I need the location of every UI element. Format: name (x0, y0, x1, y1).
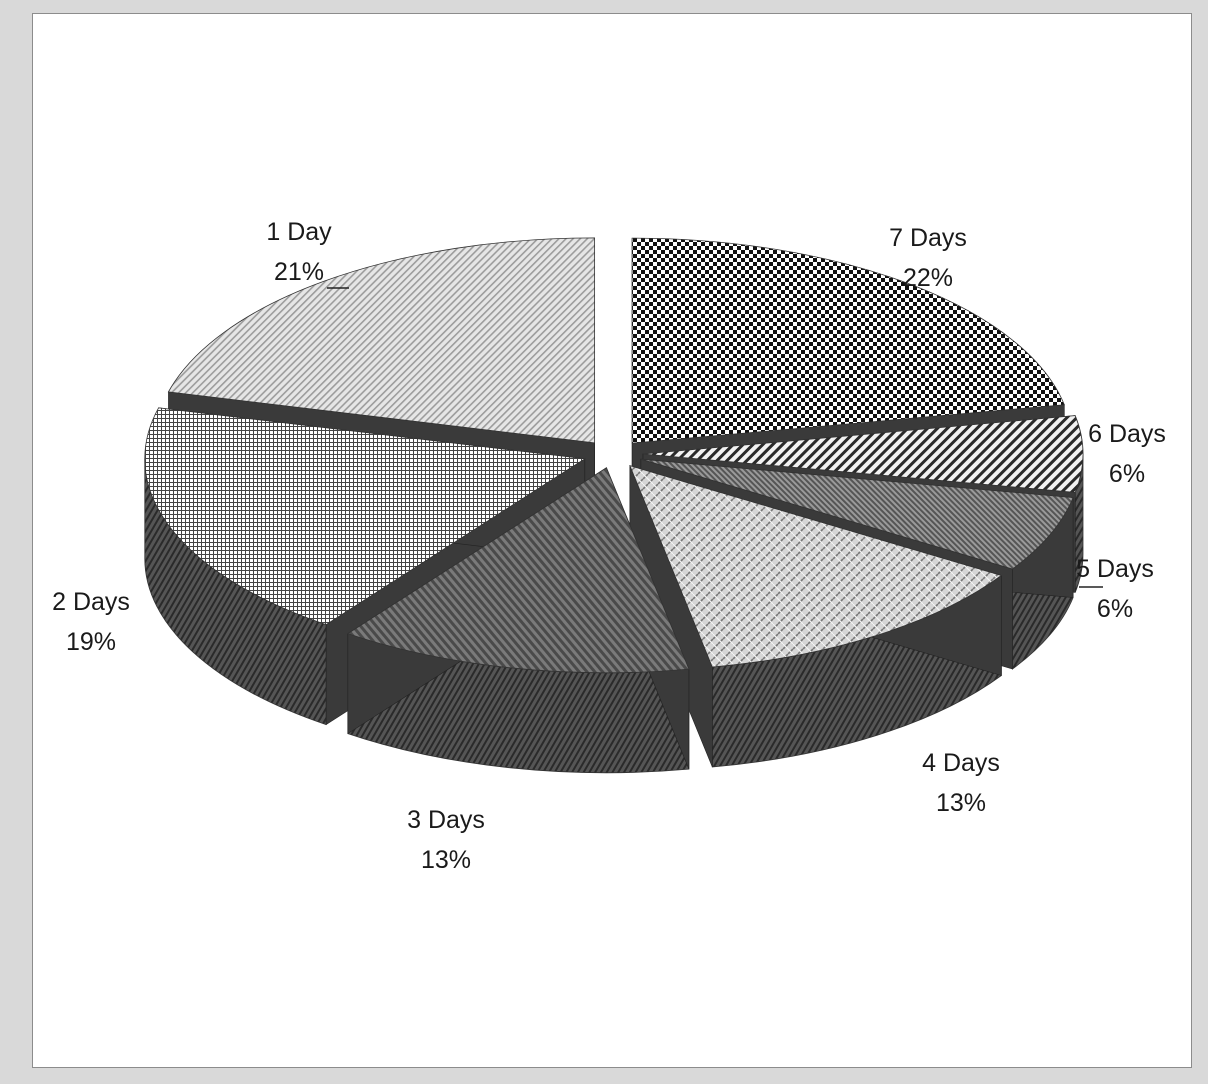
pie-slice-4-days (629, 465, 1003, 768)
slice-percent: 19% (66, 628, 116, 656)
slice-top-1 (642, 415, 1084, 493)
chart-frame: 7 Days 22% 6 Days 6% 5 Days 6% 4 Days 13% 3 Days… (32, 13, 1192, 1068)
slice-label: 3 Days (407, 806, 485, 834)
slice-top-5 (144, 407, 586, 626)
slice-top-4 (346, 467, 690, 674)
slice-top-6 (167, 237, 596, 444)
slice-label: 6 Days (1088, 420, 1166, 448)
slice-label: 4 Days (922, 749, 1000, 777)
slice-label: 1 Day (266, 218, 332, 246)
slice-label: 5 Days (1076, 555, 1154, 583)
slice-percent: 13% (421, 846, 471, 874)
pie-slice-3-days (346, 467, 690, 774)
slice-label: 2 Days (52, 588, 130, 616)
slices-layer (144, 237, 1084, 774)
slice-percent: 21% (274, 258, 324, 286)
slice-percent: 6% (1097, 595, 1133, 623)
slice-label: 7 Days (889, 224, 967, 252)
leader-lines (327, 287, 1103, 588)
slice-percent: 6% (1109, 460, 1145, 488)
slice-top-0 (631, 237, 1065, 444)
pie-chart: 7 Days 22% 6 Days 6% 5 Days 6% 4 Days 13% 3 Days… (52, 218, 1166, 874)
slice-labels: 7 Days 22% 6 Days 6% 5 Days 6% 4 Days 13% 3 Days… (52, 218, 1166, 874)
slice-top-2 (640, 458, 1074, 570)
slice-percent: 22% (903, 264, 953, 292)
slice-top-3 (629, 465, 1003, 668)
slice-percent: 13% (936, 789, 986, 817)
